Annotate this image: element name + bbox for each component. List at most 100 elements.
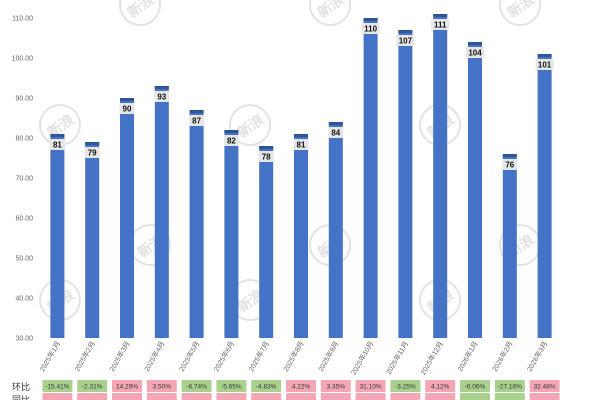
bar-cap xyxy=(224,130,239,133)
watermark: 新浪 xyxy=(119,0,161,26)
data-label-box xyxy=(328,127,344,138)
svg-text:新浪: 新浪 xyxy=(505,0,537,20)
change-cell xyxy=(112,393,142,400)
x-tick-label: 2025年5月 xyxy=(177,340,202,373)
y-tick-label: 50.00 xyxy=(15,256,33,263)
svg-text:新浪: 新浪 xyxy=(235,111,267,140)
bar-cap xyxy=(50,134,65,137)
change-rows: 环比 -15.41% -2.31% 14.29% 3.50% -6.74% -5.65% -4… xyxy=(12,380,560,400)
change-cell xyxy=(181,380,212,392)
change-cell xyxy=(251,393,282,400)
change-cell xyxy=(42,380,73,392)
bar-cap xyxy=(85,142,100,145)
bar xyxy=(224,130,239,338)
bar xyxy=(294,134,308,338)
change-cell xyxy=(494,380,525,392)
change-value: 32.48% xyxy=(534,384,556,391)
data-label: 93 xyxy=(157,93,166,102)
y-tick-label: 80.00 xyxy=(15,136,33,143)
x-axis-tick-labels: 2025年1月 2025年2月 2025年3月 2025年4月 2025年5月 2025年… xyxy=(38,340,550,377)
change-cell xyxy=(390,380,421,392)
data-label: 90 xyxy=(123,105,132,114)
bar-cap xyxy=(328,122,343,125)
bar xyxy=(120,98,134,338)
x-tick-label: 2025年8月 xyxy=(281,340,306,373)
watermark: 新浪 xyxy=(499,0,541,26)
data-label: 84 xyxy=(331,129,340,138)
bar-cap xyxy=(259,146,274,149)
change-cell xyxy=(286,393,316,400)
x-tick-label: 2025年4月 xyxy=(142,340,167,373)
y-axis: 30.00 40.00 50.00 60.00 70.00 80.00 90.00 100.0… xyxy=(12,16,34,343)
bar-cap xyxy=(363,18,378,21)
change-cell xyxy=(286,380,316,392)
data-label-box xyxy=(396,35,415,46)
bar-cap xyxy=(433,14,448,17)
data-label: 87 xyxy=(192,117,201,126)
change-cell xyxy=(251,380,282,392)
change-cell xyxy=(77,380,108,392)
change-value: -6.74% xyxy=(186,384,207,391)
y-tick-label: 40.00 xyxy=(15,296,33,303)
change-cell xyxy=(460,380,490,392)
y-tick-label: 100.00 xyxy=(12,56,34,63)
change-value: 31.10% xyxy=(360,384,382,391)
y-tick-label: 60.00 xyxy=(15,216,33,223)
change-value: 3.50% xyxy=(153,384,172,391)
y-tick-label: 90.00 xyxy=(15,96,33,103)
data-label-box xyxy=(431,19,450,30)
x-tick-label: 2025年12月 xyxy=(418,340,444,377)
change-value: -2.31% xyxy=(82,384,103,391)
change-cell xyxy=(112,380,142,392)
data-label: 101 xyxy=(538,61,552,70)
change-value: 4.12% xyxy=(431,384,450,391)
data-label-box xyxy=(119,103,135,114)
bar-cap xyxy=(120,98,134,101)
change-value: -5.65% xyxy=(221,384,242,391)
change-cell xyxy=(320,380,351,392)
change-value: -4.83% xyxy=(256,384,277,391)
change-cell xyxy=(320,393,351,400)
data-label: 107 xyxy=(399,37,413,46)
bar-cap xyxy=(398,30,413,33)
row-label: 同比 xyxy=(12,394,30,400)
change-cell xyxy=(355,380,386,392)
bars: 81 79 90 93 87 82 78 81 84 110 107 111 104 76 101 xyxy=(49,14,554,338)
x-tick-label: 2026年1月 xyxy=(455,340,480,373)
data-label: 111 xyxy=(434,21,447,30)
x-tick-label: 2026年2月 xyxy=(490,340,515,373)
change-cell xyxy=(146,380,177,392)
change-value: -27.16% xyxy=(498,384,522,391)
change-cell xyxy=(181,393,212,400)
y-tick-label: 70.00 xyxy=(15,176,33,183)
bar-cap xyxy=(189,110,204,113)
data-label: 76 xyxy=(505,161,514,170)
change-cell xyxy=(77,393,108,400)
change-value: -15.41% xyxy=(45,384,69,391)
data-label: 104 xyxy=(468,49,482,58)
change-value: 14.29% xyxy=(116,384,138,391)
change-cell xyxy=(494,393,525,400)
change-cell xyxy=(460,393,490,400)
bar xyxy=(468,42,482,338)
bar xyxy=(537,54,552,338)
bar xyxy=(50,134,65,338)
bar xyxy=(259,146,274,338)
data-label-box xyxy=(189,115,205,126)
bar-cap xyxy=(537,54,552,57)
data-label: 110 xyxy=(364,25,377,34)
data-label: 79 xyxy=(88,149,97,158)
x-tick-label: 2025年11月 xyxy=(384,340,410,376)
data-label: 81 xyxy=(53,141,62,150)
x-tick-label: 2025年3月 xyxy=(107,340,132,373)
bar xyxy=(398,30,413,338)
bar xyxy=(154,86,169,338)
change-cell xyxy=(42,393,73,400)
change-cell xyxy=(216,380,247,392)
svg-text:新浪: 新浪 xyxy=(125,0,157,20)
x-tick-label: 2025年10月 xyxy=(349,340,375,377)
change-cell xyxy=(425,393,456,400)
bar-cap xyxy=(294,134,308,137)
bar-cap xyxy=(154,86,169,89)
